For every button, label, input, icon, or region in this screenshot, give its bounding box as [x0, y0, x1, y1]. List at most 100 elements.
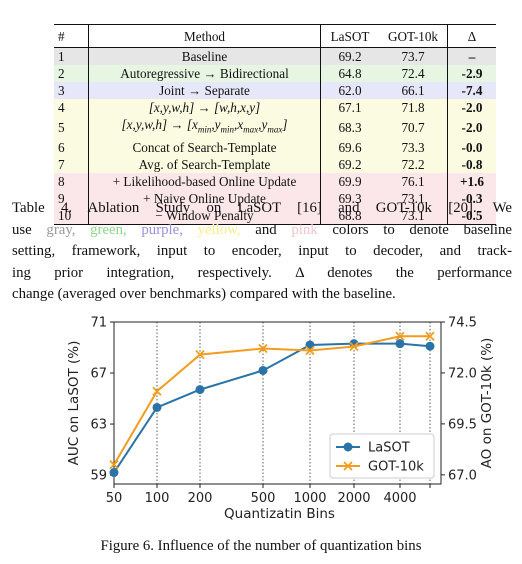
series-line-got-10k — [113, 335, 430, 466]
chart-svg: 59 63 67 71 67.0 69.5 72.0 74.5 50 100 200 500 1000 2… — [66, 316, 495, 523]
row-num: 1 — [58, 49, 65, 65]
row-lasot: 69.3 — [338, 191, 362, 207]
quantization-chart: 59 63 67 71 67.0 69.5 72.0 74.5 50 100 200 500 1000 2… — [0, 312, 522, 538]
data-point-got-10k — [395, 331, 405, 341]
col-header-num: # — [58, 28, 65, 44]
data-point-lasot — [152, 402, 162, 412]
figure-caption: Figure 6. Influence of the number of qua… — [100, 538, 422, 554]
table-row: 6 Concat of Search-Template 69.6 73.3 -0.0 — [54, 139, 496, 157]
row-delta: -2.9 — [461, 66, 483, 82]
row-got10k: 72.4 — [379, 65, 448, 83]
x-tick-label: 200 — [188, 491, 213, 506]
row-lasot: 67.1 — [338, 100, 362, 116]
data-point-got-10k — [152, 386, 162, 396]
ablation-table: # Method LaSOT GOT-10k Δ 1 Baseline 69.2 73… — [54, 24, 496, 225]
x-tick-label: 4000 — [383, 491, 416, 506]
row-lasot: 69.2 — [338, 157, 362, 173]
table-row: 2 Autoregressive → Bidirectional 64.8 72.4-… — [54, 65, 496, 83]
data-point-lasot — [195, 385, 205, 395]
data-point-lasot — [425, 341, 435, 351]
caption-line-1: Table 4. Ablation Study on LaSOT [16] an… — [12, 200, 512, 216]
row-got10k: 72.2 — [379, 156, 448, 174]
row-num: 8 — [58, 174, 65, 190]
row-lasot: 69.6 — [338, 140, 362, 156]
y-right-axis-title: AO on GOT-10k (%) — [479, 338, 495, 469]
row-delta: – — [468, 49, 476, 65]
y-left-axis-title: AUC on LaSOT (%) — [66, 341, 82, 466]
x-tick-label: 500 — [251, 491, 276, 506]
row-got10k: 66.1 — [379, 82, 448, 100]
row-num: 4 — [58, 100, 65, 116]
y-right-tick-label: 67.0 — [448, 468, 477, 483]
row-got10k: 71.8 — [379, 99, 448, 117]
row-lasot: 68.3 — [338, 120, 362, 136]
data-point-got-10k — [305, 345, 315, 356]
data-point-got-10k — [109, 460, 119, 470]
caption-word-green: green, — [90, 221, 127, 238]
x-tick-label: 50 — [106, 491, 123, 506]
caption-word-yellow: yellow, — [197, 221, 241, 238]
caption-word-purple: purple, — [141, 221, 183, 238]
row-got10k: 73.1 — [379, 190, 448, 208]
row-lasot: 69.9 — [338, 174, 362, 190]
y-left-tick-label: 71 — [90, 316, 107, 331]
row-num: 6 — [58, 140, 65, 156]
caption-line-5: change (averaged over benchmarks) compar… — [12, 286, 396, 302]
row-lasot: 68.8 — [338, 208, 362, 224]
row-lasot: 69.2 — [338, 49, 362, 65]
caption-line-4: ing prior integration, respectively. Δ d… — [12, 264, 512, 281]
table-row: 9 + Naive Online Update 69.3 73.1 -0.3 — [54, 190, 496, 208]
x-axis-title: Quantizatin Bins — [224, 506, 335, 522]
legend-label-got-10k: GOT-10k — [368, 460, 424, 475]
y-right-tick-label: 69.5 — [448, 417, 477, 432]
row-num: 9 — [58, 191, 65, 207]
data-point-lasot — [109, 468, 119, 478]
caption-word-gray: gray, — [46, 221, 76, 238]
row-method: Autoregressive → Bidirectional — [88, 65, 321, 83]
row-num: 5 — [58, 120, 65, 136]
data-point-lasot — [258, 365, 268, 375]
row-num: 2 — [58, 66, 65, 82]
data-point-lasot — [395, 339, 405, 349]
caption-word-pink: pink — [291, 221, 318, 238]
row-num: 7 — [58, 157, 65, 173]
x-tick-label: 100 — [145, 491, 170, 506]
data-point-got-10k — [195, 349, 205, 360]
legend-label-lasot: LaSOT — [368, 441, 410, 456]
caption-line-3: setting, framework, input to encoder, in… — [12, 243, 512, 259]
table-row: 7 Avg. of Search-Template 69.2 72.2 -0.8 — [54, 156, 496, 174]
data-point-got-10k — [258, 343, 268, 354]
row-got10k: 73.3 — [379, 139, 448, 157]
table-header-row: # Method LaSOT GOT-10k Δ — [54, 24, 496, 48]
y-left-tick-label: 67 — [90, 367, 107, 382]
caption-word-and: and — [255, 221, 277, 238]
row-method: − Window Penalty — [88, 207, 321, 225]
row-delta: -0.5 — [461, 208, 483, 224]
row-method: + Naive Online Update — [88, 190, 321, 208]
plot-frame — [113, 321, 442, 485]
data-point-got-10k — [425, 331, 435, 341]
table-row: 8 + Likelihood-based Online Update 69.9 76.… — [54, 173, 496, 191]
row-got10k: 76.1 — [379, 173, 448, 191]
row-got10k: 73.1 — [379, 207, 448, 225]
row-delta: -2.0 — [461, 120, 483, 136]
col-header-lasot: LaSOT — [330, 28, 370, 44]
row-method: Avg. of Search-Template — [88, 156, 321, 174]
row-delta: +1.6 — [460, 174, 484, 190]
y-right-tick-label: 72.0 — [448, 366, 477, 381]
caption-line-2: use gray, green, purple, yellow, and pin… — [12, 220, 512, 242]
series-line-lasot — [113, 342, 431, 474]
row-delta: -0.0 — [461, 140, 483, 156]
legend-marker-got-10k — [343, 461, 353, 471]
table-row: 3 Joint → Separate 62.0 66.1 -7.4 — [54, 82, 496, 100]
table-caption: Table 4. Ablation Study on LaSOT [16] an… — [12, 198, 512, 306]
row-got10k: 70.7 — [379, 116, 448, 140]
row-method: Concat of Search-Template — [88, 139, 321, 157]
row-method: Joint → Separate — [88, 82, 321, 100]
row-method: [x,y,w,h] → [w,h,x,y] — [88, 99, 321, 117]
row-method: [x,y,w,h] → [xmin,ymin,xmax,ymax] — [88, 116, 321, 140]
row-method: + Likelihood-based Online Update — [88, 173, 321, 191]
row-lasot: 64.8 — [338, 66, 362, 82]
row-delta: -7.4 — [461, 83, 483, 99]
x-tick-label: 1000 — [293, 491, 326, 506]
